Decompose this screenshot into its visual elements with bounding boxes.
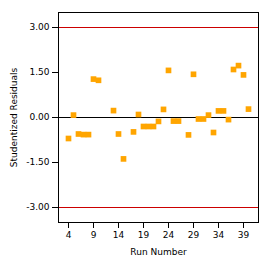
svg-text:29: 29 xyxy=(188,230,200,240)
svg-text:1.50: 1.50 xyxy=(29,67,49,77)
svg-text:-3.00: -3.00 xyxy=(26,202,50,212)
svg-text:-1.50: -1.50 xyxy=(26,157,50,167)
svg-text:34: 34 xyxy=(213,230,225,240)
svg-text:19: 19 xyxy=(138,230,150,240)
svg-text:0.00: 0.00 xyxy=(29,112,49,122)
svg-text:14: 14 xyxy=(113,230,125,240)
svg-text:24: 24 xyxy=(163,230,175,240)
svg-text:Run Number: Run Number xyxy=(130,247,187,257)
svg-text:9: 9 xyxy=(91,230,97,240)
svg-text:39: 39 xyxy=(238,230,250,240)
svg-text:4: 4 xyxy=(66,230,72,240)
svg-text:3.00: 3.00 xyxy=(29,22,49,32)
svg-text:Studentized Residuals: Studentized Residuals xyxy=(9,67,19,167)
